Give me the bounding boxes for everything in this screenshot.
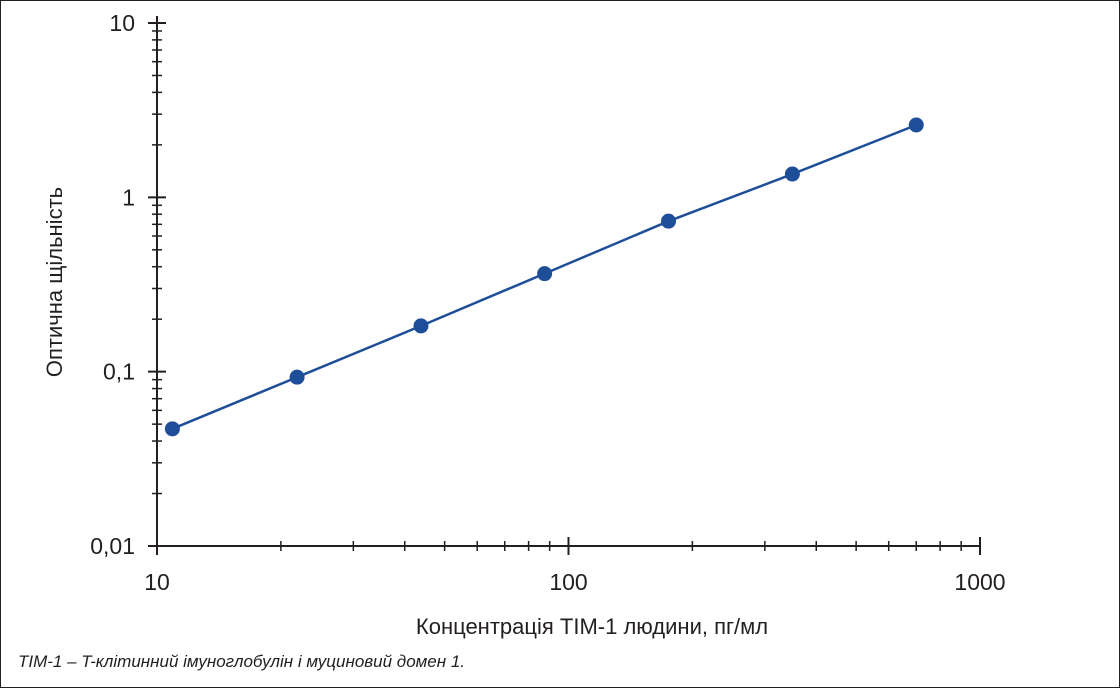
- data-point: [164, 421, 180, 437]
- data-point: [413, 318, 429, 334]
- x-tick-label: 100: [549, 569, 587, 595]
- tick-labels: 0,01 0,1 1 10 10 100 1000: [90, 10, 1005, 595]
- y-axis-title: Оптична щільність: [42, 187, 67, 377]
- y-tick-label: 0,1: [103, 359, 135, 385]
- axis-ticks: [148, 22, 981, 555]
- series: [164, 117, 924, 437]
- data-point: [784, 166, 800, 182]
- y-tick-label: 0,01: [90, 533, 135, 559]
- x-axis-title: Концентрація TIM-1 людини, пг/мл: [416, 614, 768, 639]
- y-tick-label: 10: [109, 10, 135, 36]
- x-tick-label: 10: [144, 569, 170, 595]
- data-point: [537, 266, 553, 282]
- data-point: [661, 213, 677, 229]
- data-point: [289, 369, 305, 385]
- figure-caption: TIM-1 – T-клітинний імуноглобулін і муци…: [18, 652, 466, 671]
- data-point: [908, 117, 924, 133]
- x-tick-label: 1000: [954, 569, 1005, 595]
- y-tick-label: 1: [122, 184, 135, 210]
